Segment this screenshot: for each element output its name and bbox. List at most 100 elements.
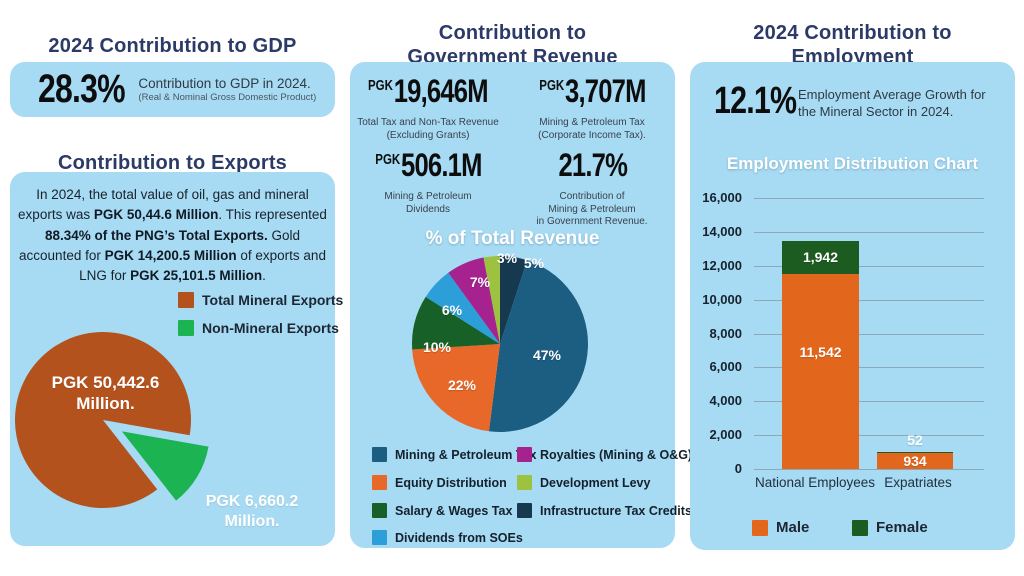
gridline <box>754 299 984 301</box>
mineral-exports-value-label: PGK 50,442.6 Million. <box>51 373 160 414</box>
legend-item-female: Female <box>852 519 928 536</box>
y-axis-tick-label: 8,000 <box>709 325 742 341</box>
pie-slice-total-mineral-exports <box>14 332 192 508</box>
pie-slice-infrastructure-tax-credits <box>500 256 528 344</box>
gridline <box>754 401 984 403</box>
bar-national-employees-male <box>782 273 859 469</box>
employment-bar-chart: 11,542 1,942 934 52 <box>754 198 984 470</box>
male-legend-label: Male <box>776 519 810 536</box>
gridline <box>754 231 984 233</box>
legend-item-development-levy: Development Levy <box>517 475 650 490</box>
pie-percent-label-equity: 22% <box>447 377 477 393</box>
stat-prefix: PGK <box>538 77 564 94</box>
pie-slice-royalties-mining-o-g- <box>448 257 500 344</box>
legend-item-mining-petroleum-tax: Mining & Petroleum Tax <box>372 447 536 462</box>
female-swatch-icon <box>852 519 868 536</box>
legend-label: Mining & Petroleum Tax <box>395 447 537 462</box>
royalties-swatch-icon <box>517 447 532 462</box>
pie-percent-label-mining-tax: 47% <box>532 347 562 363</box>
infrastructure-swatch-icon <box>517 503 532 518</box>
salary-swatch-icon <box>372 503 387 518</box>
pie-slice-non-mineral-exports <box>121 431 209 501</box>
exports-paragraph: In 2024, the total value of oil, gas and… <box>18 187 327 283</box>
y-axis-tick-label: 2,000 <box>709 427 742 443</box>
employment-stat-desc: Employment Average Growth for the Mineral… <box>798 87 986 119</box>
bar-national-employees-female <box>782 240 859 274</box>
legend-label: Equity Distribution <box>395 475 507 490</box>
legend-label: Royalties (Mining & O&G) <box>540 447 693 462</box>
category-label-national-employees: National Employees <box>754 475 876 490</box>
legend-label: Salary & Wages Tax <box>395 503 513 518</box>
bar-value-label: 934 <box>903 453 927 470</box>
legend-label: Infrastructure Tax Credits <box>540 503 692 518</box>
stat-prefix: PGK <box>374 151 400 168</box>
non-mineral-exports-legend-label: Non-Mineral Exports <box>202 320 339 336</box>
legend-item-non-mineral-exports: Non-Mineral Exports <box>178 320 339 336</box>
gdp-stat-line1: Contribution to GDP in 2024. <box>138 76 311 91</box>
revenue-card: PGK19,646M Total Tax and Non-Tax Revenue… <box>348 62 692 548</box>
non-mineral-exports-swatch-icon <box>178 320 194 336</box>
legend-label: Development Levy <box>540 475 651 490</box>
legend-item-salary-wages-tax: Salary & Wages Tax <box>372 503 512 518</box>
pie-slice-equity-distribution <box>412 344 500 432</box>
stat-mining-petroleum-tax: PGK3,707M Mining & Petroleum Tax (Corpora… <box>512 74 672 142</box>
legend-item-infrastructure-tax-credits: Infrastructure Tax Credits <box>517 503 692 518</box>
gridline <box>754 435 984 437</box>
employment-title-line1: 2024 Contribution to <box>753 22 952 45</box>
gridline <box>754 469 984 470</box>
y-axis-tick-label: 6,000 <box>709 359 742 375</box>
stat-revenue-contribution-pct: 21.7% Contribution of Mining & Petroleum i… <box>512 148 672 229</box>
category-label-expatriates: Expatriates <box>884 475 952 490</box>
gdp-stat-card: 28.3% Contribution to GDP in 2024. (Real… <box>10 62 335 117</box>
stat-value: 3,707M <box>564 73 646 109</box>
legend-item-dividends-soes: Dividends from SOEs <box>372 530 523 545</box>
dividends-swatch-icon <box>372 530 387 545</box>
gdp-stat-desc: Contribution to GDP in 2024. (Real & Nom… <box>138 76 316 103</box>
y-axis-tick-label: 14,000 <box>702 223 742 239</box>
exports-pie-chart <box>14 332 209 508</box>
pie-slice-development-levy <box>483 256 500 344</box>
stat-desc: Contribution of Mining & Petroleum in Gove… <box>536 191 648 227</box>
pie-percent-label-infrastructure: 5% <box>523 255 545 271</box>
pie-slice-mining-petroleum-tax <box>488 260 588 432</box>
stat-value: 19,646M <box>393 73 489 109</box>
exports-title: Contribution to Exports <box>57 151 287 174</box>
employment-chart-title: Employment Distribution Chart <box>726 154 979 173</box>
y-axis-tick-label: 10,000 <box>702 291 742 307</box>
employment-stat-value: 12.1% <box>714 80 817 123</box>
stat-prefix: PGK <box>368 77 394 94</box>
revenue-pie-chart <box>412 256 588 432</box>
y-axis-tick-label: 16,000 <box>702 190 742 205</box>
legend-label: Dividends from SOEs <box>395 530 523 545</box>
pie-slice-dividends-from-soes <box>425 272 500 344</box>
legend-item-total-mineral-exports: Total Mineral Exports <box>178 292 343 308</box>
development-levy-swatch-icon <box>517 475 532 490</box>
employment-card: 12.1% Employment Average Growth for the M… <box>690 62 1015 550</box>
y-axis-tick-label: 4,000 <box>709 393 742 409</box>
stat-desc: Total Tax and Non-Tax Revenue (Excluding … <box>357 117 499 141</box>
gridline <box>754 367 984 369</box>
government-revenue-panel: Contribution to Government Revenue PGK19… <box>348 0 692 576</box>
male-swatch-icon <box>752 519 768 536</box>
gridline <box>754 265 984 267</box>
legend-item-equity-distribution: Equity Distribution <box>372 475 507 490</box>
gdp-stat-value: 28.3% <box>38 67 126 111</box>
stat-value: 506.1M <box>400 147 482 183</box>
bar-expatriates-male <box>877 453 953 469</box>
bar-chart-y-axis: 16,000 14,000 12,000 10,000 8,000 6,000 4,000 2… <box>690 190 748 476</box>
gdp-exports-panel: 2024 Contribution to GDP 28.3% Contribut… <box>10 0 343 576</box>
gdp-stat-line2: (Real & Nominal Gross Domestic Product) <box>138 92 317 103</box>
bar-value-label: 52 <box>907 432 923 449</box>
exports-card: In 2024, the total value of oil, gas and… <box>10 172 343 546</box>
non-mineral-exports-value-label: PGK 6,660.2 Million. <box>205 493 299 530</box>
bar-expatriates-female <box>877 452 953 454</box>
stat-dividends: PGK506.1M Mining & Petroleum Dividends <box>348 148 508 216</box>
stat-total-tax-revenue: PGK19,646M Total Tax and Non-Tax Revenue… <box>348 74 508 142</box>
y-axis-tick-label: 0 <box>734 461 742 476</box>
stat-desc: Mining & Petroleum Tax (Corporate Income … <box>538 117 646 141</box>
y-axis-tick-label: 12,000 <box>702 257 742 273</box>
employment-growth-pct: 12.1% <box>714 80 797 122</box>
female-legend-label: Female <box>876 519 928 536</box>
bar-value-label: 11,542 <box>799 343 842 360</box>
